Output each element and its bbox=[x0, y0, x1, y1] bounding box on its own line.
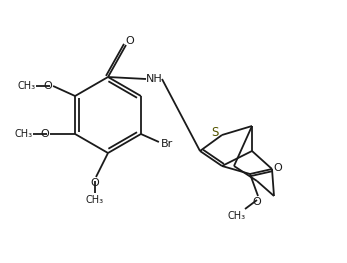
Text: S: S bbox=[211, 127, 219, 139]
Text: CH₃: CH₃ bbox=[228, 211, 246, 221]
Text: O: O bbox=[274, 163, 282, 173]
Text: O: O bbox=[44, 81, 52, 91]
Text: O: O bbox=[91, 178, 99, 188]
Text: NH: NH bbox=[146, 74, 162, 84]
Text: O: O bbox=[126, 36, 134, 46]
Text: CH₃: CH₃ bbox=[17, 81, 35, 91]
Text: CH₃: CH₃ bbox=[14, 129, 32, 139]
Text: Br: Br bbox=[161, 139, 173, 149]
Text: CH₃: CH₃ bbox=[86, 195, 104, 205]
Text: O: O bbox=[253, 197, 261, 207]
Text: O: O bbox=[41, 129, 50, 139]
